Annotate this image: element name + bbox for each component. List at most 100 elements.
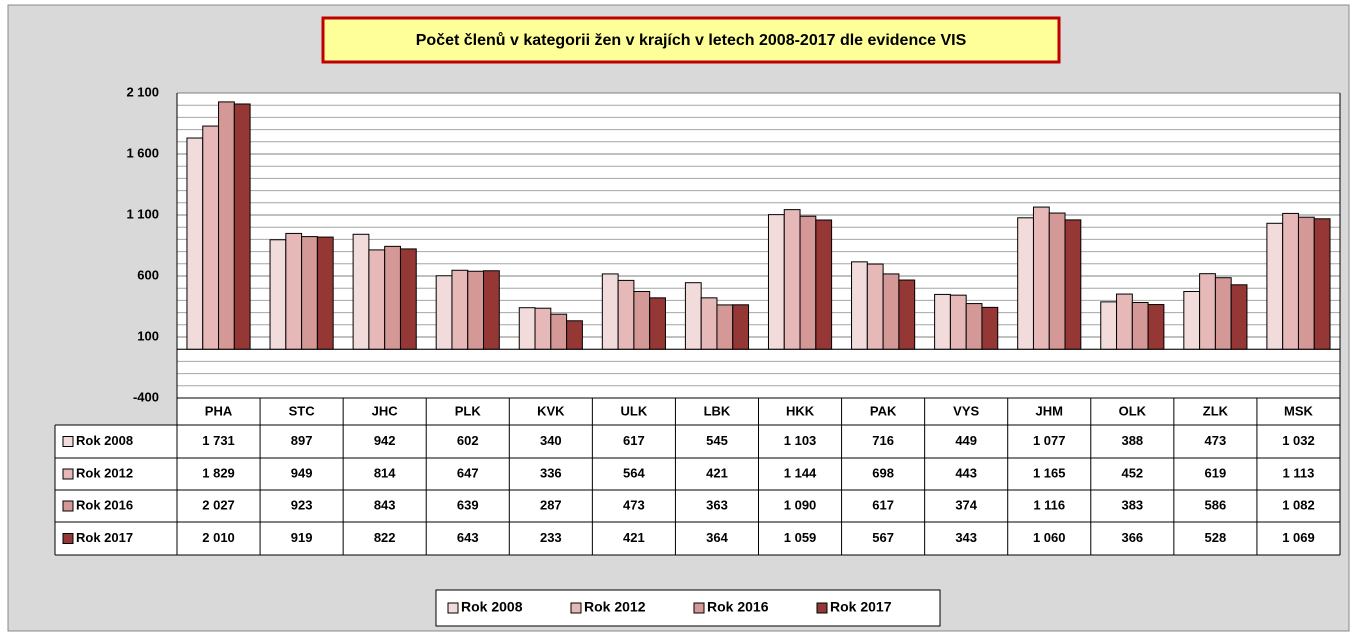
table-cell: 366: [1121, 530, 1143, 545]
bar: [218, 101, 235, 350]
table-cell: 716: [872, 433, 894, 448]
bar: [285, 232, 303, 350]
table-cell: 564: [623, 465, 645, 480]
bar: [684, 282, 702, 350]
table-cell: 383: [1121, 497, 1143, 512]
bar: [851, 261, 868, 350]
table-cell: 1 103: [784, 433, 817, 448]
x-tick-label: LBK: [704, 403, 731, 418]
table-cell: 1 082: [1282, 497, 1315, 512]
bar: [1100, 301, 1118, 350]
table-cell: 421: [706, 465, 728, 480]
table-cell: 1 060: [1033, 530, 1066, 545]
x-tick-label: HKK: [786, 403, 815, 418]
table-cell: 814: [374, 465, 396, 480]
bar: [617, 279, 635, 350]
y-tick-label: 100: [137, 328, 159, 343]
table-cell: 473: [1205, 433, 1227, 448]
table-cell: 617: [872, 497, 894, 512]
bar: [1297, 216, 1315, 350]
table-cell: 923: [291, 497, 313, 512]
bar: [1183, 290, 1201, 350]
bar: [732, 304, 750, 350]
table-cell: 528: [1205, 530, 1227, 545]
bar: [981, 306, 999, 350]
table-cell: 1 165: [1033, 465, 1066, 480]
table-cell: 1 113: [1283, 465, 1315, 480]
bar: [1266, 222, 1284, 350]
y-tick-label: 2 100: [126, 84, 159, 99]
bar: [1199, 273, 1216, 350]
y-tick-label: 1 100: [126, 206, 159, 221]
table-row-header: Rok 2016: [76, 497, 133, 512]
legend-key: [570, 602, 582, 614]
y-tick-label: -400: [133, 389, 159, 404]
bar: [233, 103, 251, 350]
bar: [518, 307, 536, 350]
bar: [399, 248, 417, 350]
x-tick-label: JHC: [372, 403, 399, 418]
table-cell: 233: [540, 530, 562, 545]
table-cell: 1 731: [202, 433, 235, 448]
bar: [1313, 218, 1331, 350]
x-tick-label: ZLK: [1203, 403, 1229, 418]
bar: [534, 307, 552, 350]
table-row-header: Rok 2017: [76, 530, 133, 545]
table-legend-key: [62, 533, 74, 544]
table-cell: 2 027: [202, 497, 235, 512]
bar: [550, 313, 568, 350]
x-tick-label: PHA: [205, 403, 233, 418]
table-cell: 619: [1205, 465, 1227, 480]
table-cell: 698: [872, 465, 894, 480]
table-cell: 1 032: [1282, 433, 1315, 448]
bar: [633, 290, 651, 350]
bar: [866, 263, 884, 350]
table-cell: 843: [374, 497, 396, 512]
table-cell: 1 829: [202, 465, 235, 480]
legend-key: [447, 602, 459, 614]
bar: [566, 320, 583, 350]
y-tick-label: 600: [137, 267, 159, 282]
table-cell: 2 010: [202, 530, 235, 545]
bar: [1230, 284, 1248, 350]
table-cell: 602: [457, 433, 479, 448]
table-cell: 363: [706, 497, 728, 512]
table-legend-key: [62, 500, 74, 512]
legend-label: Rok 2016: [707, 599, 769, 615]
table-cell: 421: [623, 530, 645, 545]
table-cell: 822: [374, 530, 396, 545]
legend-box: [435, 589, 941, 627]
table-cell: 364: [706, 530, 728, 545]
bar: [435, 275, 453, 350]
bar: [202, 125, 220, 350]
bar: [882, 273, 900, 350]
table-row-header: Rok 2008: [76, 433, 133, 448]
table-cell: 942: [374, 433, 396, 448]
bar: [451, 269, 469, 350]
title-box: [321, 16, 1061, 64]
bar: [186, 137, 204, 350]
bar: [949, 294, 967, 350]
bar: [467, 270, 485, 350]
y-tick-label: 1 600: [126, 145, 159, 160]
bar: [965, 303, 983, 350]
bar: [368, 249, 386, 350]
legend-label: Rok 2012: [584, 599, 646, 615]
table-legend-key: [62, 468, 74, 480]
table-cell: 374: [955, 497, 977, 512]
x-tick-label: KVK: [537, 403, 565, 418]
bar: [649, 297, 666, 350]
x-tick-label: PAK: [870, 403, 897, 418]
table-cell: 586: [1205, 497, 1227, 512]
table-legend-key: [62, 436, 74, 447]
table-cell: 336: [540, 465, 562, 480]
bar: [269, 239, 287, 350]
table-cell: 1 059: [784, 530, 817, 545]
table-cell: 545: [706, 433, 728, 448]
bar: [601, 273, 619, 350]
bar: [1048, 212, 1066, 350]
legend-label: Rok 2017: [830, 599, 892, 615]
table-row-header: Rok 2012: [76, 465, 133, 480]
bar: [1116, 293, 1133, 350]
